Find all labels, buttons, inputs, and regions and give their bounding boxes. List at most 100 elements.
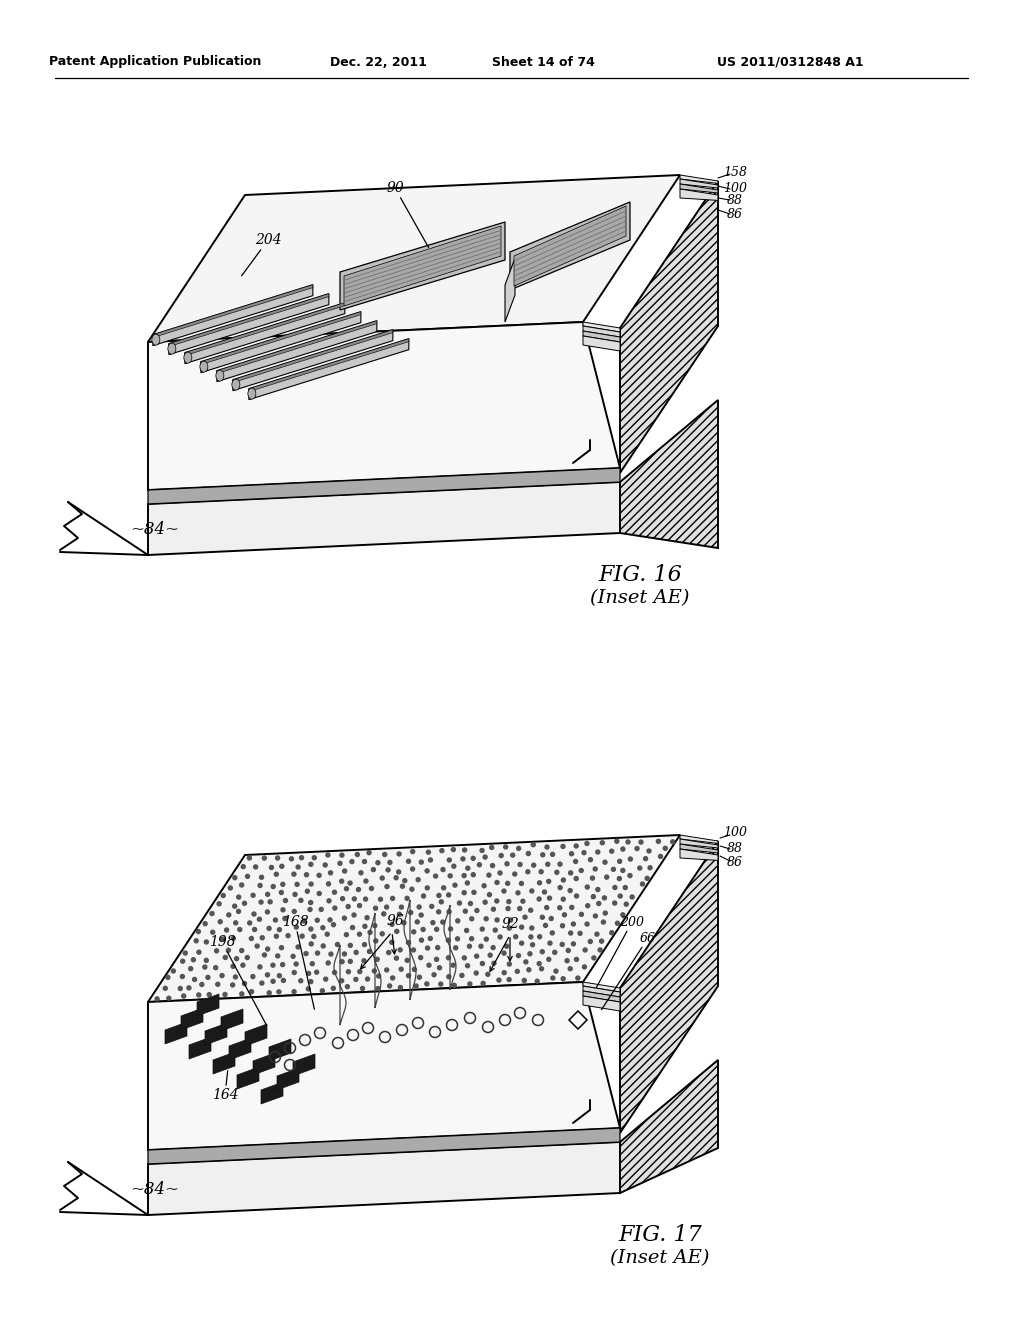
Polygon shape xyxy=(583,331,620,342)
Circle shape xyxy=(240,991,244,995)
Circle shape xyxy=(475,908,479,912)
Circle shape xyxy=(471,873,475,876)
Circle shape xyxy=(291,954,295,958)
Circle shape xyxy=(233,975,238,979)
Circle shape xyxy=(453,983,457,987)
Circle shape xyxy=(319,907,324,911)
Text: Dec. 22, 2011: Dec. 22, 2011 xyxy=(330,55,426,69)
Circle shape xyxy=(312,935,315,939)
Circle shape xyxy=(296,945,300,949)
Circle shape xyxy=(342,952,346,956)
Circle shape xyxy=(346,904,350,908)
Circle shape xyxy=(398,948,402,952)
Circle shape xyxy=(417,906,421,909)
Circle shape xyxy=(336,942,339,946)
Circle shape xyxy=(220,974,224,978)
Circle shape xyxy=(561,845,565,849)
Circle shape xyxy=(463,909,467,913)
Circle shape xyxy=(472,891,476,895)
Circle shape xyxy=(630,895,634,899)
Polygon shape xyxy=(680,183,718,193)
Circle shape xyxy=(324,977,328,981)
Circle shape xyxy=(596,887,600,891)
Polygon shape xyxy=(680,189,718,201)
Ellipse shape xyxy=(168,343,176,354)
Circle shape xyxy=(262,953,266,957)
Circle shape xyxy=(615,921,620,925)
Circle shape xyxy=(332,986,335,990)
Circle shape xyxy=(614,840,618,843)
Circle shape xyxy=(506,882,510,886)
Polygon shape xyxy=(201,312,360,364)
Circle shape xyxy=(306,987,310,991)
Circle shape xyxy=(477,863,481,867)
Circle shape xyxy=(243,982,247,986)
Circle shape xyxy=(522,978,526,982)
Circle shape xyxy=(419,861,423,865)
Polygon shape xyxy=(680,849,718,861)
Circle shape xyxy=(364,879,368,883)
Circle shape xyxy=(407,859,411,863)
Polygon shape xyxy=(217,321,377,374)
Circle shape xyxy=(482,883,486,888)
Circle shape xyxy=(412,929,416,933)
Ellipse shape xyxy=(152,334,160,345)
Circle shape xyxy=(484,917,488,921)
Text: 158: 158 xyxy=(723,165,746,178)
Circle shape xyxy=(561,977,565,981)
Circle shape xyxy=(232,875,237,879)
Text: 204: 204 xyxy=(242,234,282,276)
Circle shape xyxy=(595,932,599,936)
Circle shape xyxy=(447,858,452,862)
Text: US 2011/0312848 A1: US 2011/0312848 A1 xyxy=(717,55,863,69)
Circle shape xyxy=(490,863,495,867)
Circle shape xyxy=(355,853,359,857)
Circle shape xyxy=(280,945,284,949)
Polygon shape xyxy=(229,1038,251,1060)
Circle shape xyxy=(265,892,269,896)
Circle shape xyxy=(382,912,386,916)
Polygon shape xyxy=(148,1142,620,1214)
Circle shape xyxy=(280,891,284,895)
Circle shape xyxy=(645,876,649,880)
Circle shape xyxy=(309,882,313,886)
Circle shape xyxy=(485,973,489,977)
Polygon shape xyxy=(680,176,718,183)
Polygon shape xyxy=(583,322,620,333)
Text: 168: 168 xyxy=(282,915,314,1010)
Polygon shape xyxy=(217,321,377,381)
Text: FIG. 17: FIG. 17 xyxy=(618,1224,701,1246)
Polygon shape xyxy=(153,285,313,338)
Circle shape xyxy=(573,859,578,863)
Circle shape xyxy=(380,876,384,880)
Circle shape xyxy=(538,898,541,902)
Circle shape xyxy=(234,957,239,961)
Circle shape xyxy=(527,968,530,972)
Circle shape xyxy=(321,925,325,929)
Circle shape xyxy=(549,916,553,920)
Circle shape xyxy=(345,985,349,989)
Polygon shape xyxy=(148,1129,620,1164)
Circle shape xyxy=(167,997,171,1001)
Circle shape xyxy=(468,902,472,906)
Circle shape xyxy=(428,858,432,862)
Circle shape xyxy=(568,871,572,875)
Circle shape xyxy=(254,865,258,869)
Circle shape xyxy=(568,888,572,892)
Circle shape xyxy=(340,879,344,883)
Circle shape xyxy=(259,875,263,879)
Circle shape xyxy=(586,904,590,908)
Circle shape xyxy=(470,937,474,941)
Circle shape xyxy=(299,978,303,983)
Circle shape xyxy=(396,870,400,874)
Circle shape xyxy=(364,898,368,902)
Ellipse shape xyxy=(184,352,191,363)
Circle shape xyxy=(414,983,418,987)
Circle shape xyxy=(171,969,175,973)
Circle shape xyxy=(380,932,384,936)
Circle shape xyxy=(465,928,469,932)
Circle shape xyxy=(541,853,545,857)
Circle shape xyxy=(271,964,274,968)
Circle shape xyxy=(274,873,279,876)
Circle shape xyxy=(489,846,494,850)
